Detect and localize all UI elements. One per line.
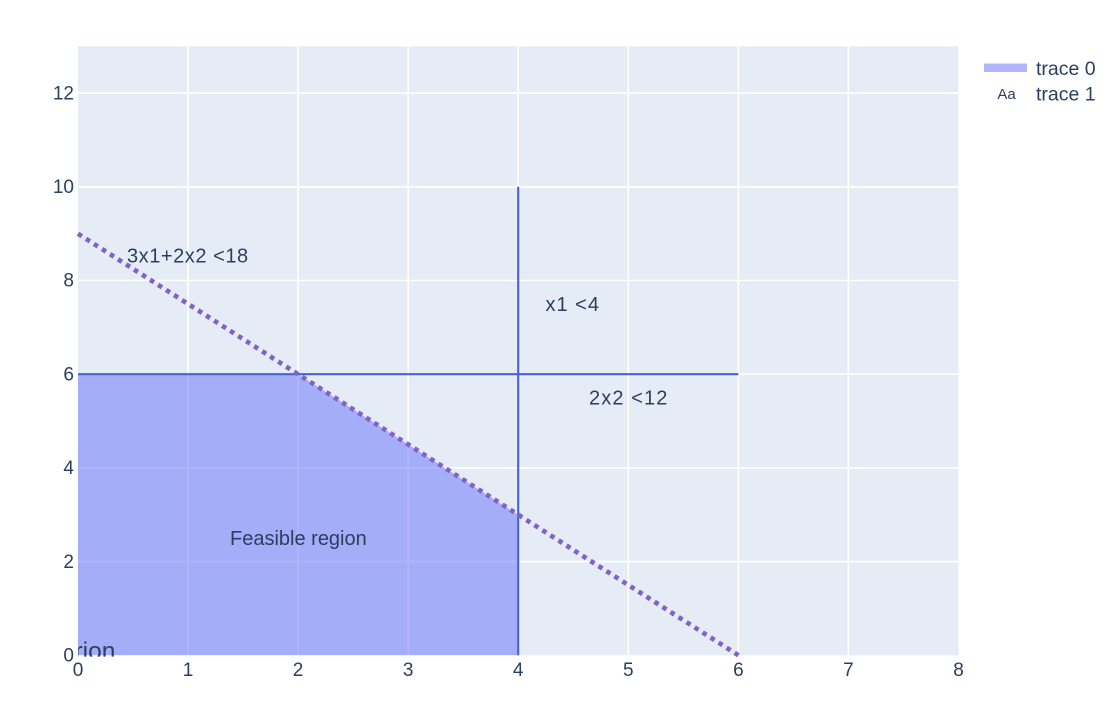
svg-text:3x1+2x2 <18: 3x1+2x2 <18 xyxy=(127,246,249,268)
svg-text:5: 5 xyxy=(623,660,634,681)
svg-text:2: 2 xyxy=(63,552,74,573)
svg-text:2x2 <12: 2x2 <12 xyxy=(589,388,668,410)
svg-text:8: 8 xyxy=(63,271,74,292)
svg-text:Aa: Aa xyxy=(997,86,1016,103)
svg-text:2: 2 xyxy=(293,660,304,681)
svg-text:1: 1 xyxy=(183,660,194,681)
svg-text:6: 6 xyxy=(733,660,744,681)
svg-text:3: 3 xyxy=(403,660,414,681)
svg-text:rion: rion xyxy=(75,638,116,665)
svg-text:x1 <4: x1 <4 xyxy=(546,294,600,316)
svg-text:12: 12 xyxy=(53,83,74,104)
svg-text:10: 10 xyxy=(53,177,74,198)
svg-text:7: 7 xyxy=(843,660,854,681)
svg-text:8: 8 xyxy=(953,660,964,681)
svg-text:0: 0 xyxy=(73,660,84,681)
svg-text:6: 6 xyxy=(63,364,74,385)
svg-text:4: 4 xyxy=(63,458,74,479)
svg-text:4: 4 xyxy=(513,660,524,681)
svg-text:0: 0 xyxy=(63,646,74,667)
svg-text:Feasible region: Feasible region xyxy=(230,528,367,550)
svg-text:trace 0: trace 0 xyxy=(1036,58,1096,80)
svg-text:trace 1: trace 1 xyxy=(1036,83,1096,105)
